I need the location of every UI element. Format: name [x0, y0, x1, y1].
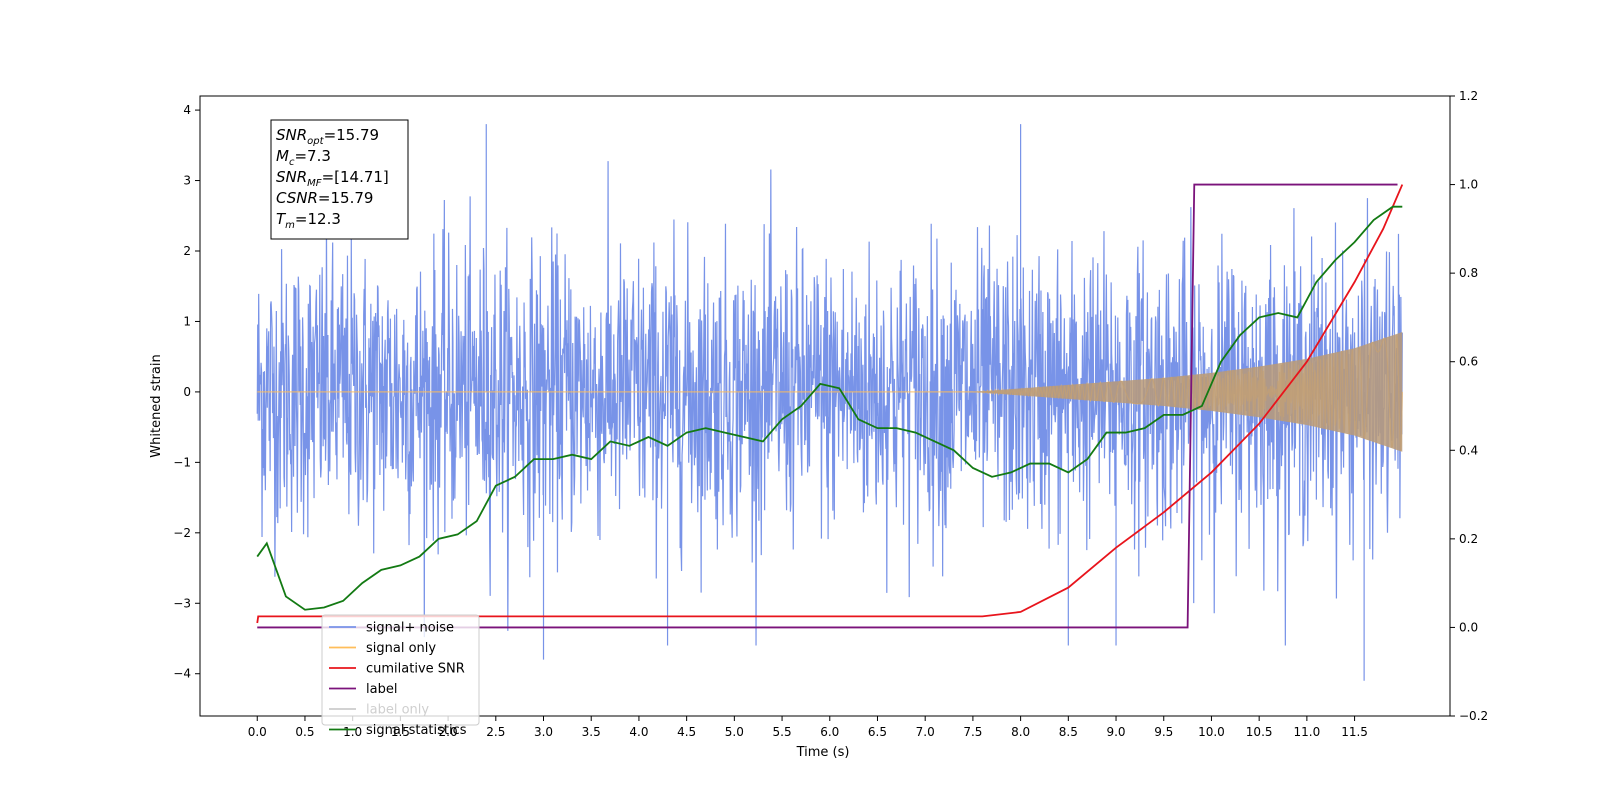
y-tick-label: 1 [183, 314, 191, 328]
x-tick-label: 9.5 [1154, 725, 1173, 739]
y2-tick-label: 0.0 [1459, 620, 1478, 634]
x-tick-label: 8.5 [1059, 725, 1078, 739]
x-tick-label: 5.5 [773, 725, 792, 739]
legend-label: cumilative SNR [366, 662, 465, 677]
legend-label: label only [366, 703, 429, 718]
legend-label: label [366, 682, 397, 697]
x-tick-label: 9.0 [1106, 725, 1125, 739]
y-axis-left: −4 −3 −2 −1 0 1 2 3 4 [173, 103, 200, 681]
x-tick-label: 11.0 [1294, 725, 1321, 739]
y-tick-label: −1 [173, 455, 191, 469]
annotation-line: SNRMF=[14.71] [276, 168, 389, 189]
y-tick-label: −3 [173, 596, 191, 610]
y2-tick-label: 1.2 [1459, 89, 1478, 103]
x-tick-label: 2.5 [486, 725, 505, 739]
annotation-line: SNRopt=15.79 [276, 126, 379, 147]
y-tick-label: 4 [183, 103, 191, 117]
annotation-box: SNRopt=15.79Mc=7.3SNRMF=[14.71]CSNR=15.7… [270, 119, 409, 240]
x-axis-label: Time (s) [796, 745, 850, 760]
annotation-line: Tm=12.3 [276, 210, 341, 231]
x-tick-label: 6.5 [868, 725, 887, 739]
annotation-box-frame [270, 119, 409, 240]
y-tick-label: 2 [183, 244, 191, 258]
x-tick-label: 7.0 [916, 725, 935, 739]
x-tick-label: 6.0 [820, 725, 839, 739]
y-axis-label: Whitened strain [149, 354, 164, 457]
y-axis-right: −0.2 0.0 0.2 0.4 0.6 0.8 1.0 1.2 [1450, 89, 1488, 723]
x-tick-label: 4.0 [629, 725, 648, 739]
x-tick-label: 4.5 [677, 725, 696, 739]
x-tick-label: 1.5 [391, 725, 410, 739]
x-tick-label: 3.0 [534, 725, 553, 739]
y-tick-label: −2 [173, 526, 191, 540]
legend: signal+ noise signal only cumilative SNR la… [321, 614, 480, 738]
series-label-line [257, 183, 1398, 629]
y2-tick-label: 0.8 [1459, 266, 1478, 280]
y2-tick-label: 0.2 [1459, 532, 1478, 546]
series-signal-statistics-line [256, 205, 1403, 611]
series-layer [256, 124, 1404, 681]
annotation-line: CSNR=15.79 [276, 189, 373, 207]
y2-tick-label: 0.6 [1459, 355, 1478, 369]
x-tick-label: 3.5 [582, 725, 601, 739]
legend-label: signal only [366, 641, 436, 656]
x-tick-label: 11.5 [1341, 725, 1368, 739]
y-tick-label: 0 [183, 385, 191, 399]
legend-frame [321, 614, 480, 726]
x-tick-label: 1.0 [343, 725, 362, 739]
x-tick-label: 5.0 [725, 725, 744, 739]
x-tick-label: 10.5 [1246, 725, 1273, 739]
x-axis: 0.0 0.5 1.0 1.5 2.0 2.5 3.0 3.5 4.0 4.5 5.0 5.5 6.0 6… [248, 716, 1368, 739]
y-tick-label: 3 [183, 174, 191, 188]
x-tick-label: 10.0 [1198, 725, 1225, 739]
legend-label: signal+ noise [366, 621, 454, 636]
y2-tick-label: 0.4 [1459, 443, 1478, 457]
legend-label: signal statistics [366, 723, 467, 738]
y2-tick-label: −0.2 [1459, 709, 1488, 723]
series-signal-only-envelope [972, 332, 1403, 452]
x-tick-label: 8.0 [1011, 725, 1030, 739]
y2-tick-label: 1.0 [1459, 178, 1478, 192]
y-tick-label: −4 [173, 667, 191, 681]
plot-frame [199, 95, 1451, 717]
series-signal-noise-line [256, 124, 1403, 681]
series-cumilative-snr-line [256, 184, 1404, 624]
x-tick-label: 0.0 [248, 725, 267, 739]
annotation-line: Mc=7.3 [276, 147, 331, 168]
x-tick-label: 7.5 [963, 725, 982, 739]
x-tick-label: 2.0 [439, 725, 458, 739]
x-tick-label: 0.5 [295, 725, 314, 739]
